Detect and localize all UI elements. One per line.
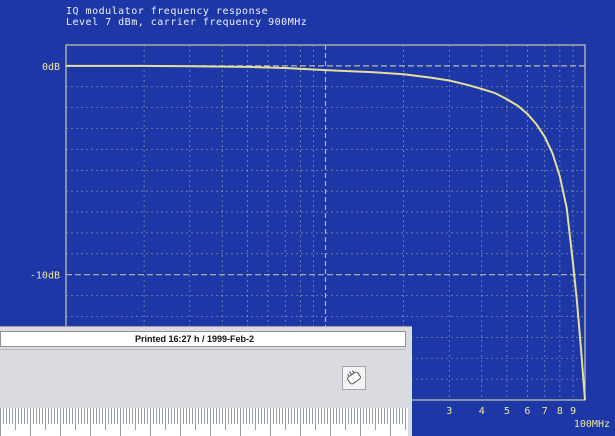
- x-tick-label: 5: [504, 406, 510, 417]
- y-tick-label: 0dB: [42, 62, 60, 73]
- printed-timestamp-bar: Printed 16:27 h / 1999-Feb-2: [0, 331, 406, 347]
- y-tick-label: -10dB: [30, 271, 60, 282]
- x-tick-label: 8: [557, 406, 563, 417]
- x-tick-label: 9: [570, 406, 576, 417]
- x-tick-label: 100MHz: [574, 419, 610, 430]
- print-preview-window: Printed 16:27 h / 1999-Feb-2: [0, 326, 412, 436]
- axis-labels: 0dB -10dB 3 4 5 6 7 8 9 100MHz: [30, 62, 610, 430]
- x-tick-label: 6: [524, 406, 530, 417]
- chart-title: IQ modulator frequency response: [66, 6, 269, 17]
- print-ruler: [0, 408, 408, 436]
- printed-timestamp: Printed 16:27 h / 1999-Feb-2: [135, 334, 255, 344]
- pan-hand-icon[interactable]: [342, 366, 366, 390]
- x-tick-label: 4: [479, 406, 485, 417]
- response-trace: [66, 64, 586, 401]
- trace-layer: [66, 64, 586, 401]
- x-tick-label: 7: [542, 406, 548, 417]
- chart-subtitle: Level 7 dBm, carrier frequency 900MHz: [66, 17, 308, 28]
- x-tick-label: 3: [446, 406, 452, 417]
- printed-divider: [0, 349, 406, 350]
